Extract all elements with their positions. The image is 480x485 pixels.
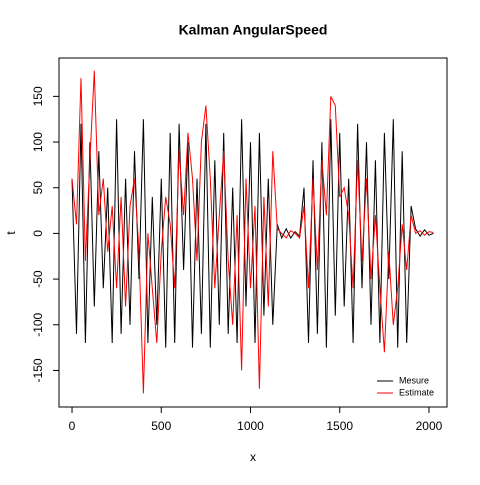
x-axis-label: x [250,450,256,464]
x-tick-label: 2000 [416,419,443,433]
y-tick-label: -150 [31,358,45,382]
y-axis-label: t [4,231,18,235]
y-tick-label: 0 [31,230,45,237]
y-tick-label: 50 [31,181,45,195]
y-tick-label: 100 [31,132,45,152]
series-line [71,70,434,394]
x-tick-label: 500 [151,419,171,433]
legend-label: Estimate [399,387,434,397]
x-tick-label: 1500 [326,419,353,433]
legend-label: Mesure [399,375,429,385]
x-tick-label: 0 [69,419,76,433]
chart-title: Kalman AngularSpeed [179,22,328,38]
y-tick-label: -100 [31,312,45,336]
plot-box [58,57,448,408]
x-tick-label: 1000 [237,419,264,433]
y-tick-label: 150 [31,86,45,106]
y-tick-label: -50 [31,270,45,288]
